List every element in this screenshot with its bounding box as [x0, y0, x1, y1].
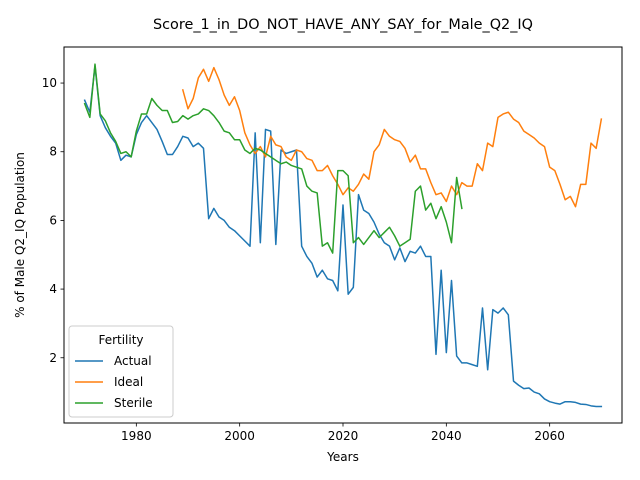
plot-area — [83, 63, 603, 408]
legend-label-sterile: Sterile — [114, 396, 153, 410]
x-tick-label: 2000 — [224, 429, 255, 443]
x-axis: 1980 2000 2020 2040 2060 — [121, 423, 565, 443]
x-tick-label: 2060 — [534, 429, 565, 443]
y-axis-label: % of Male Q2_IQ Population — [13, 152, 27, 318]
legend-title: Fertility — [98, 333, 143, 347]
legend: Fertility Actual Ideal Sterile — [68, 325, 174, 418]
series-line-sterile — [83, 63, 463, 254]
y-tick-label: 6 — [49, 213, 57, 227]
x-axis-label: Years — [326, 450, 359, 464]
chart-title: Score_1_in_DO_NOT_HAVE_ANY_SAY_for_Male_… — [153, 17, 533, 33]
y-tick-label: 4 — [49, 282, 57, 296]
series-line-actual — [83, 65, 603, 408]
x-tick-label: 2020 — [328, 429, 359, 443]
y-tick-label: 2 — [49, 351, 57, 365]
legend-label-actual: Actual — [114, 354, 152, 368]
x-tick-label: 1980 — [121, 429, 152, 443]
x-tick-label: 2040 — [431, 429, 462, 443]
series-line-ideal — [181, 66, 603, 208]
legend-box — [68, 325, 174, 418]
y-tick-label: 10 — [42, 76, 57, 90]
y-axis: 2 4 6 8 10 — [42, 76, 64, 365]
legend-label-ideal: Ideal — [114, 375, 143, 389]
y-tick-label: 8 — [49, 145, 57, 159]
